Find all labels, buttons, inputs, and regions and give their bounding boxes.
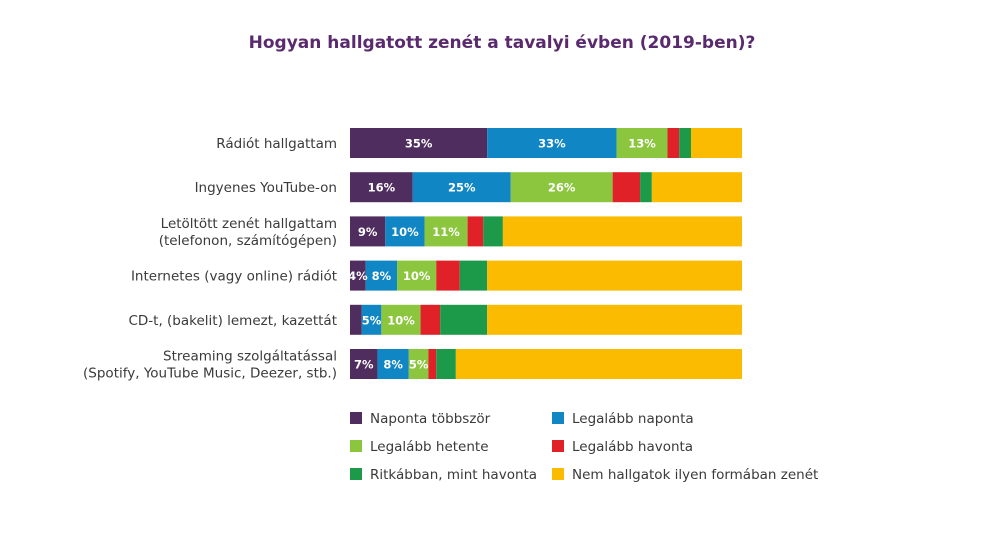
category-label-4: CD-t, (bakelit) lemezt, kazettát xyxy=(128,313,337,329)
data-label: 5% xyxy=(409,358,429,372)
category-labels: Rádiót hallgattam Ingyenes YouTube-on Letö… xyxy=(83,136,337,382)
legend-label: Nem hallgatok ilyen formában zenét xyxy=(572,467,818,483)
data-label: 10% xyxy=(391,225,419,239)
bar-segment xyxy=(361,304,382,335)
bar-segment xyxy=(377,349,409,379)
data-labels: 35% 33% 13% 16% 25% 26% 9% 10% 11% 4% 8% 10% 5% 10% 7%… xyxy=(348,137,656,372)
legend-label: Legalább havonta xyxy=(572,439,693,455)
category-label-1: Ingyenes YouTube-on xyxy=(195,180,337,196)
legend-swatch xyxy=(350,412,362,424)
legend-label: Legalább hetente xyxy=(370,439,489,455)
data-label: 10% xyxy=(403,269,431,283)
legend: Naponta többször Legalább naponta Legalább… xyxy=(350,411,818,483)
category-label-line: (Spotify, YouTube Music, Deezer, stb.) xyxy=(83,366,337,382)
bar-segment xyxy=(436,260,460,291)
bar-segment xyxy=(412,172,511,203)
bar-segment xyxy=(350,172,413,203)
category-label-line: Internetes (vagy online) rádiót xyxy=(131,269,337,285)
category-label-line: (telefonon, számítógépen) xyxy=(159,233,337,249)
legend-item: Naponta többször xyxy=(350,411,491,427)
chart-title: Hogyan hallgatott zenét a tavalyi évben … xyxy=(249,33,756,53)
category-label-line: CD-t, (bakelit) lemezt, kazettát xyxy=(128,313,337,329)
legend-item: Ritkábban, mint havonta xyxy=(350,467,537,483)
bar-segment xyxy=(350,349,378,379)
data-label: 8% xyxy=(372,269,392,283)
bar-segment xyxy=(616,128,668,158)
bars xyxy=(350,128,742,379)
category-label-0: Rádiót hallgattam xyxy=(216,136,337,152)
bar-segment xyxy=(691,128,742,158)
bar-segment xyxy=(510,172,613,203)
data-label: 5% xyxy=(362,313,382,327)
category-label-line: Letöltött zenét hallgattam xyxy=(161,216,337,232)
bar-segment xyxy=(487,260,742,291)
bar-segment xyxy=(436,349,456,379)
bar-segment xyxy=(487,304,742,335)
legend-label: Naponta többször xyxy=(370,411,491,427)
bar-segment xyxy=(487,128,617,158)
bar-segment xyxy=(679,128,692,158)
data-label: 11% xyxy=(432,225,460,239)
data-label: 4% xyxy=(348,269,368,283)
bar-segment xyxy=(502,216,742,247)
data-label: 16% xyxy=(368,181,396,195)
bar-segment xyxy=(440,304,488,335)
data-label: 10% xyxy=(387,313,415,327)
category-label-line: Streaming szolgáltatással xyxy=(163,349,337,365)
data-label: 35% xyxy=(405,137,433,151)
bar-segment xyxy=(397,260,437,291)
bar-segment xyxy=(350,304,362,335)
bar-segment xyxy=(420,304,441,335)
bar-segment xyxy=(381,304,421,335)
data-label: 26% xyxy=(548,181,576,195)
bar-segment xyxy=(459,260,488,291)
bar-segment xyxy=(667,128,680,158)
bar-segment xyxy=(424,216,468,247)
legend-label: Ritkábban, mint havonta xyxy=(370,467,537,483)
data-label: 13% xyxy=(628,137,656,151)
legend-swatch xyxy=(552,468,564,480)
bar-segment xyxy=(467,216,484,247)
bar-segment xyxy=(612,172,641,203)
category-label-3: Internetes (vagy online) rádiót xyxy=(131,269,337,285)
bar-segment xyxy=(385,216,425,247)
bar-segment xyxy=(365,260,398,291)
data-label: 9% xyxy=(358,225,378,239)
category-label-5: Streaming szolgáltatással (Spotify, YouTu… xyxy=(83,349,337,382)
legend-item: Legalább hetente xyxy=(350,439,489,455)
category-label-line: Rádiót hallgattam xyxy=(216,136,337,152)
bar-segment xyxy=(350,128,488,158)
legend-item: Legalább havonta xyxy=(552,439,693,455)
legend-item: Legalább naponta xyxy=(552,411,694,427)
category-label-line: Ingyenes YouTube-on xyxy=(195,180,337,196)
data-label: 7% xyxy=(354,358,374,372)
data-label: 8% xyxy=(383,358,403,372)
bar-segment xyxy=(350,260,366,291)
bar-segment xyxy=(408,349,429,379)
legend-swatch xyxy=(552,412,564,424)
category-label-2: Letöltött zenét hallgattam (telefonon, sz… xyxy=(159,216,337,249)
data-label: 33% xyxy=(538,137,566,151)
bar-segment xyxy=(640,172,652,203)
data-label: 25% xyxy=(448,181,476,195)
legend-label: Legalább naponta xyxy=(572,411,694,427)
bar-segment xyxy=(455,349,742,379)
bar-segment xyxy=(483,216,503,247)
legend-swatch xyxy=(350,440,362,452)
bar-segment xyxy=(428,349,437,379)
bar-segment xyxy=(350,216,386,247)
legend-swatch xyxy=(552,440,564,452)
legend-item: Nem hallgatok ilyen formában zenét xyxy=(552,467,818,483)
bar-segment xyxy=(651,172,742,203)
legend-swatch xyxy=(350,468,362,480)
